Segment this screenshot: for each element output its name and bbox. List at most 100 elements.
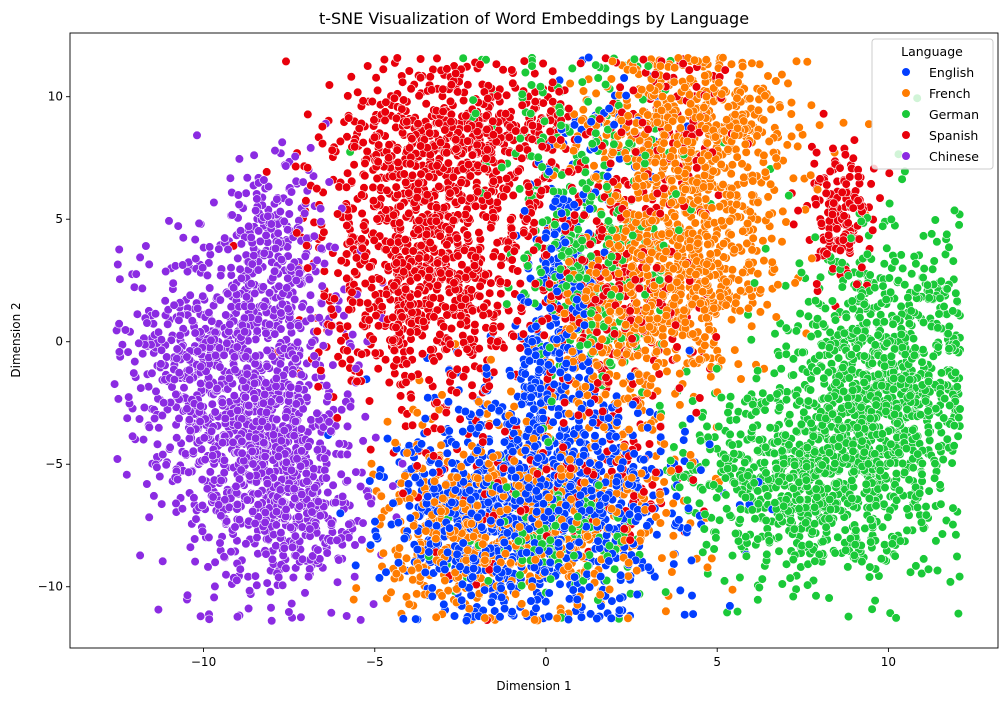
data-point-german	[917, 568, 927, 579]
data-point-spanish	[349, 160, 359, 170]
data-point-chinese	[226, 263, 236, 273]
data-point-spanish	[373, 364, 383, 374]
data-point-chinese	[275, 359, 286, 369]
data-point-french	[763, 192, 773, 202]
data-point-german	[932, 237, 942, 247]
data-point-english	[449, 611, 460, 621]
data-point-chinese	[173, 221, 183, 231]
data-point-german	[727, 440, 737, 450]
data-point-french	[753, 269, 763, 279]
data-point-german	[741, 551, 752, 561]
data-point-german	[867, 604, 877, 614]
data-point-chinese	[322, 380, 332, 391]
data-point-german	[904, 319, 915, 329]
data-point-german	[884, 198, 895, 209]
data-point-spanish	[317, 139, 328, 149]
data-point-spanish	[496, 260, 506, 270]
data-point-german	[774, 532, 784, 542]
data-point-chinese	[284, 209, 294, 219]
data-point-chinese	[134, 414, 145, 424]
data-point-german	[709, 544, 719, 554]
data-point-german	[932, 565, 943, 576]
data-point-german	[927, 264, 938, 274]
data-point-german	[908, 334, 919, 344]
data-point-german	[781, 395, 792, 405]
data-point-spanish	[711, 332, 721, 342]
data-point-chinese	[360, 412, 370, 422]
data-point-spanish	[458, 372, 469, 382]
data-point-spanish	[548, 66, 558, 76]
data-point-english	[619, 73, 629, 83]
data-point-german	[931, 536, 941, 546]
data-point-chinese	[190, 235, 200, 245]
data-point-french	[814, 120, 825, 130]
data-point-german	[947, 458, 957, 468]
data-point-chinese	[129, 282, 139, 292]
data-point-french	[667, 567, 677, 577]
data-point-chinese	[113, 259, 123, 270]
data-point-spanish	[467, 380, 477, 390]
data-point-french	[747, 245, 757, 255]
data-point-english	[569, 120, 580, 130]
data-point-chinese	[317, 281, 327, 291]
data-point-french	[773, 280, 783, 290]
data-point-german	[907, 269, 917, 279]
data-point-spanish	[406, 84, 416, 94]
data-point-spanish	[496, 289, 506, 299]
data-point-french	[727, 160, 738, 170]
data-point-chinese	[205, 249, 215, 260]
data-point-german	[761, 244, 771, 254]
data-point-german	[458, 53, 468, 63]
data-point-chinese	[114, 244, 124, 255]
data-point-german	[944, 242, 954, 252]
data-point-chinese	[112, 454, 122, 464]
data-point-chinese	[305, 305, 315, 315]
data-point-french	[718, 239, 729, 249]
data-point-chinese	[160, 296, 170, 306]
data-point-french	[807, 253, 817, 263]
data-point-spanish	[324, 80, 335, 90]
data-point-chinese	[138, 349, 148, 359]
data-point-german	[584, 550, 595, 560]
data-point-spanish	[398, 77, 408, 87]
data-point-german	[803, 311, 814, 321]
data-point-spanish	[463, 80, 473, 90]
data-point-german	[694, 498, 705, 508]
data-point-german	[948, 256, 958, 266]
data-point-french	[700, 340, 710, 351]
data-point-chinese	[296, 370, 306, 380]
data-point-chinese	[334, 439, 344, 449]
data-point-chinese	[171, 498, 181, 509]
data-point-spanish	[362, 146, 372, 157]
data-point-german	[751, 373, 762, 384]
data-point-spanish	[866, 179, 876, 189]
data-point-chinese	[227, 210, 237, 220]
data-point-english	[555, 579, 565, 589]
data-point-spanish	[333, 352, 343, 362]
data-point-chinese	[192, 130, 202, 140]
data-point-french	[786, 131, 797, 141]
data-point-chinese	[336, 469, 346, 479]
data-point-spanish	[672, 342, 682, 352]
data-point-chinese	[155, 471, 165, 482]
data-point-french	[401, 553, 412, 563]
data-point-chinese	[205, 283, 215, 293]
data-point-french	[520, 608, 531, 618]
data-point-french	[747, 58, 757, 68]
data-point-chinese	[179, 383, 189, 393]
data-point-french	[754, 59, 765, 69]
data-point-french	[759, 115, 769, 125]
data-point-german	[701, 540, 712, 550]
data-point-spanish	[508, 190, 518, 200]
data-point-french	[731, 298, 741, 308]
data-point-german	[669, 442, 679, 452]
data-point-spanish	[366, 445, 376, 455]
data-point-german	[567, 63, 577, 73]
data-point-german	[797, 347, 808, 358]
data-point-chinese	[277, 137, 287, 147]
data-point-chinese	[144, 382, 154, 392]
data-point-spanish	[507, 65, 517, 75]
data-point-french	[771, 312, 781, 322]
data-point-french	[702, 562, 713, 573]
data-point-chinese	[252, 580, 262, 590]
